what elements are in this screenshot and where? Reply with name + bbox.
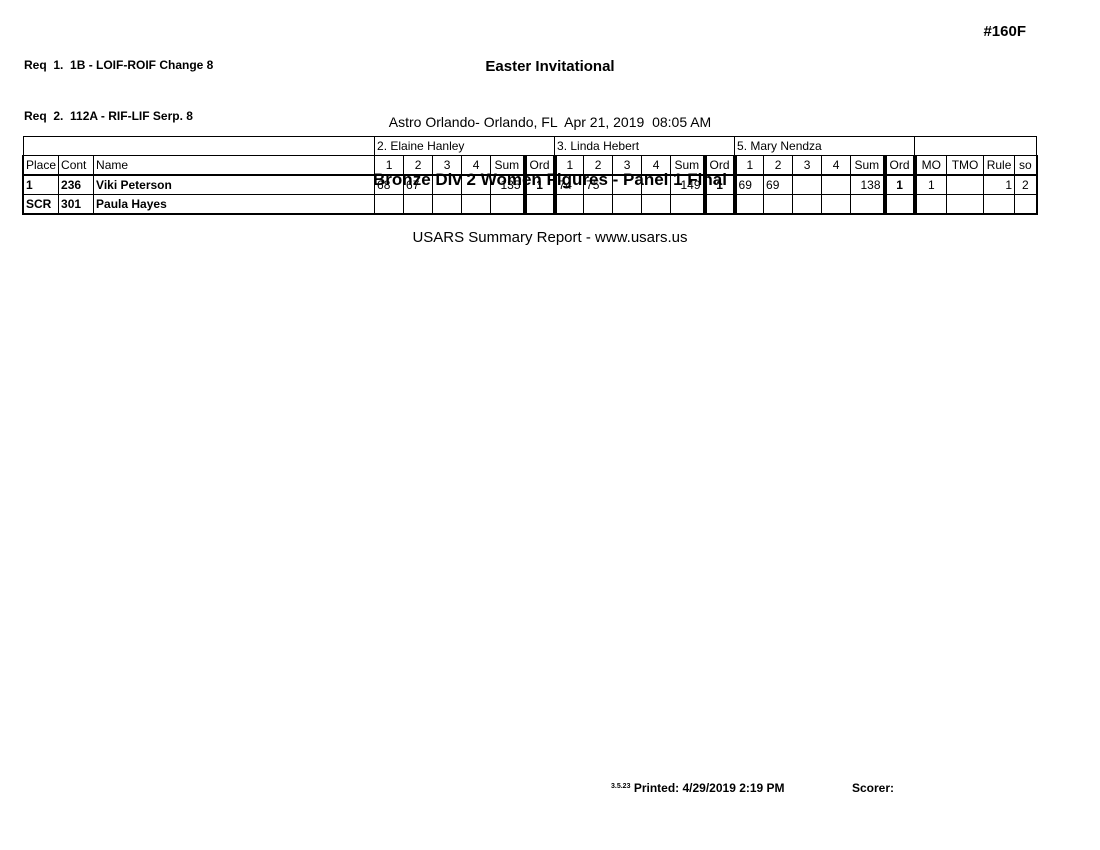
judge-banner-spacer-left (22, 136, 376, 156)
row2-j2-sum (670, 194, 706, 215)
header-j1-3: 3 (432, 155, 463, 176)
header-j1-2: 2 (403, 155, 434, 176)
row2-j2-s2 (583, 194, 614, 215)
row1-j2-s1: 74 (554, 174, 585, 195)
header-cont: Cont (58, 155, 95, 176)
row2-name: Paula Hayes (93, 194, 376, 215)
header-j2-sum: Sum (670, 155, 706, 176)
row2-j3-sum (850, 194, 886, 215)
header-j1-sum: Sum (490, 155, 526, 176)
judge-banner-spacer-right (914, 136, 1038, 156)
row1-j2-s4 (641, 174, 672, 195)
header-j1-4: 4 (461, 155, 492, 176)
row2-so (1014, 194, 1038, 215)
row2-j3-ord (882, 194, 917, 215)
header-tmo: TMO (946, 155, 985, 176)
header-j3-1: 1 (734, 155, 765, 176)
row2-j3-s2 (763, 194, 794, 215)
row1-j1-ord: 1 (522, 174, 557, 195)
column-header-row: Place Cont Name 1 2 3 4 Sum Ord 1 2 3 4 … (22, 155, 1038, 176)
software-version: 3.5.23 (611, 783, 631, 790)
header-place: Place (22, 155, 60, 176)
requirements-block: Req 1. 1B - LOIF-ROIF Change 8 Req 2. 11… (24, 23, 213, 142)
row1-place: 1 (22, 174, 60, 195)
footer-printed-line: 3.5.23 Printed: 4/29/2019 2:19 PM (611, 781, 785, 795)
row1-j2-sum: 149 (670, 174, 706, 195)
row2-mo (914, 194, 948, 215)
row1-j3-s3 (792, 174, 823, 195)
header-j3-sum: Sum (850, 155, 886, 176)
row1-j3-sum: 138 (850, 174, 886, 195)
row2-j1-s1 (374, 194, 405, 215)
header-j2-4: 4 (641, 155, 672, 176)
row1-j1-s4 (461, 174, 492, 195)
header-j2-3: 3 (612, 155, 643, 176)
header-so: so (1014, 155, 1038, 176)
row1-j1-s2: 67 (403, 174, 434, 195)
header-rule: Rule (983, 155, 1016, 176)
judge-3-name: 5. Mary Nendza (734, 136, 916, 156)
requirement-line-1: Req 1. 1B - LOIF-ROIF Change 8 (24, 58, 214, 72)
row2-j1-ord (522, 194, 557, 215)
row1-tmo (946, 174, 985, 195)
event-title: Easter Invitational (485, 58, 615, 75)
results-table: 2. Elaine Hanley 3. Linda Hebert 5. Mary… (22, 136, 1038, 215)
row2-j1-s3 (432, 194, 463, 215)
row2-j1-sum (490, 194, 526, 215)
judge-1-name: 2. Elaine Hanley (374, 136, 556, 156)
row1-j1-s3 (432, 174, 463, 195)
row2-place: SCR (22, 194, 60, 215)
row1-name: Viki Peterson (93, 174, 376, 195)
header-j1-ord: Ord (522, 155, 557, 176)
row2-j2-s1 (554, 194, 585, 215)
requirement-line-2: Req 2. 112A - RIF-LIF Serp. 8 (24, 109, 193, 123)
row2-j3-s1 (734, 194, 765, 215)
header-j2-ord: Ord (702, 155, 737, 176)
row1-j2-s3 (612, 174, 643, 195)
row1-j2-ord: 1 (702, 174, 737, 195)
row1-j1-sum: 135 (490, 174, 526, 195)
header-mo: MO (914, 155, 948, 176)
row1-j3-s1: 69 (734, 174, 765, 195)
row1-j3-s4 (821, 174, 852, 195)
header-j3-ord: Ord (882, 155, 917, 176)
row1-so: 2 (1014, 174, 1038, 195)
row1-cont: 236 (58, 174, 95, 195)
row2-tmo (946, 194, 985, 215)
header-name: Name (93, 155, 376, 176)
row1-rule: 1 (983, 174, 1016, 195)
row1-j3-s2: 69 (763, 174, 794, 195)
event-number: #160F (983, 23, 1026, 40)
event-location-date: Astro Orlando- Orlando, FL Apr 21, 2019 … (388, 114, 712, 130)
table-row: SCR 301 Paula Hayes (22, 194, 1038, 215)
printed-timestamp: Printed: 4/29/2019 2:19 PM (633, 781, 785, 795)
row1-mo: 1 (914, 174, 948, 195)
header-j3-4: 4 (821, 155, 852, 176)
row2-j2-ord (702, 194, 737, 215)
row1-j1-s1: 68 (374, 174, 405, 195)
row1-j2-s2: 75 (583, 174, 614, 195)
table-row: 1 236 Viki Peterson 68 67 135 1 74 75 14… (22, 174, 1038, 195)
row2-j3-s3 (792, 194, 823, 215)
header-j3-2: 2 (763, 155, 794, 176)
judge-banner-row: 2. Elaine Hanley 3. Linda Hebert 5. Mary… (22, 136, 1038, 156)
row2-j1-s2 (403, 194, 434, 215)
results-table-wrap: 2. Elaine Hanley 3. Linda Hebert 5. Mary… (22, 136, 1038, 215)
judge-2-name: 3. Linda Hebert (554, 136, 736, 156)
row2-j3-s4 (821, 194, 852, 215)
row2-cont: 301 (58, 194, 95, 215)
header-j2-2: 2 (583, 155, 614, 176)
row2-j1-s4 (461, 194, 492, 215)
scorer-label: Scorer: (852, 781, 895, 795)
row1-j3-ord: 1 (882, 174, 917, 195)
header-j3-3: 3 (792, 155, 823, 176)
header-j2-1: 1 (554, 155, 585, 176)
row2-j2-s3 (612, 194, 643, 215)
header-j1-1: 1 (374, 155, 405, 176)
row2-j2-s4 (641, 194, 672, 215)
row2-rule (983, 194, 1016, 215)
report-subtitle: USARS Summary Report - www.usars.us (412, 229, 688, 246)
